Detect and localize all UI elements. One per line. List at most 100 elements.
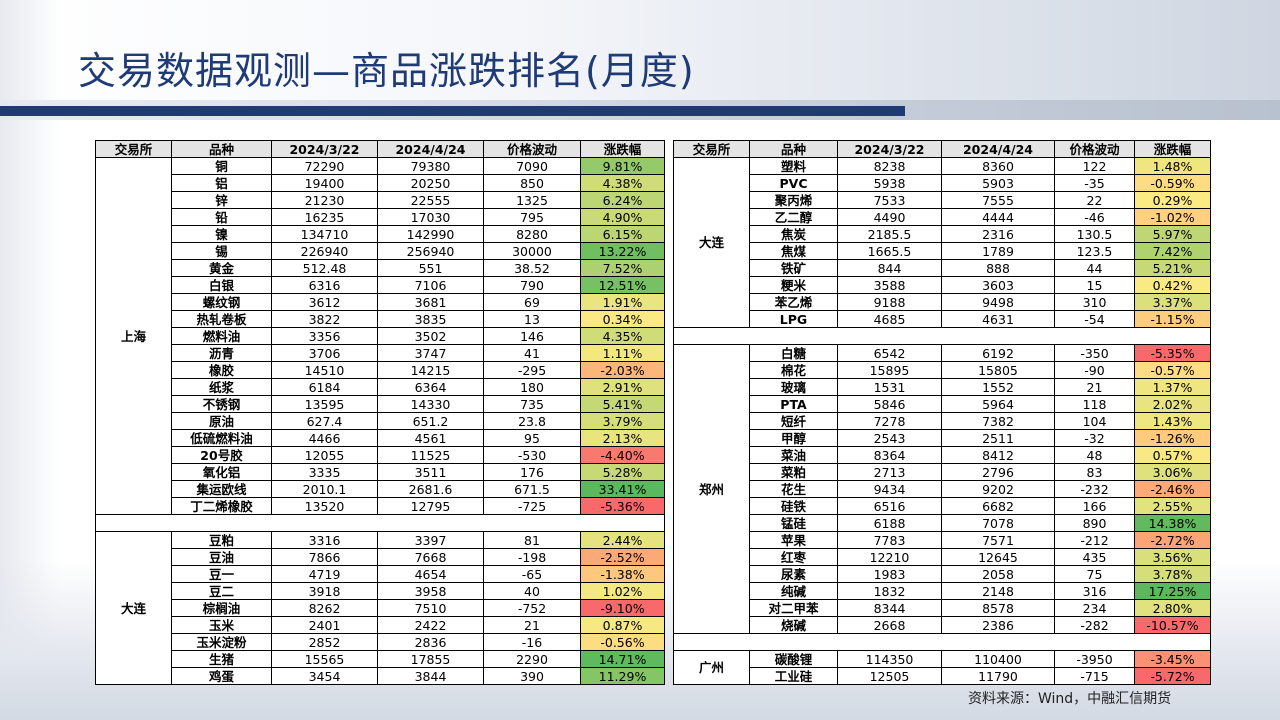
price-start-cell: 9434 [837,480,942,498]
price-end-cell: 3835 [377,310,484,328]
variety-cell: 苯乙烯 [749,293,838,311]
price-change-cell: 735 [483,395,581,413]
variety-cell: 工业硅 [749,667,838,685]
page-title: 交易数据观测—商品涨跌排名(月度) [78,49,695,93]
pct-change-cell: -5.36% [580,497,665,515]
variety-cell: 橡胶 [171,361,272,379]
table-row: 氧化铝 3335 3511 176 5.28% [96,463,665,481]
table-row: 集运欧线 2010.1 2681.6 671.5 33.41% [96,480,665,498]
pct-change-cell: 0.57% [1134,446,1211,464]
price-change-cell: 176 [483,463,581,481]
pct-change-cell: 5.21% [1134,259,1211,277]
table-row: 菜油 8364 8412 48 0.57% [674,446,1211,464]
variety-cell: 豆粕 [171,531,272,549]
pct-change-cell: 14.38% [1134,514,1211,532]
price-change-cell: 83 [1054,463,1135,481]
price-start-cell: 3822 [271,310,378,328]
title-underline-bar [0,106,905,116]
price-start-cell: 15895 [837,361,942,379]
pct-change-cell: -2.46% [1134,480,1211,498]
price-change-cell: 671.5 [483,480,581,498]
pct-change-cell: -0.59% [1134,174,1211,192]
price-end-cell: 1552 [941,378,1055,396]
table-row: 上海铜 72290 79380 7090 9.81% [95,157,665,515]
table-row: 对二甲苯 8344 8578 234 2.80% [674,599,1211,617]
pct-change-cell: -5.72% [1134,667,1211,685]
price-change-cell: 7090 [483,157,581,175]
price-start-cell: 1531 [837,378,942,396]
group-spacer-row [673,327,1211,345]
pct-change-cell: 0.34% [580,310,665,328]
pct-change-cell: 13.22% [580,242,665,260]
variety-cell: PVC [749,174,838,192]
price-end-cell: 3502 [377,327,484,345]
price-start-cell: 16235 [271,208,378,226]
variety-cell: 原油 [171,412,272,430]
pct-change-cell: 1.91% [580,293,665,311]
price-end-cell: 4631 [941,310,1055,328]
table-row: 豆二 3918 3958 40 1.02% [96,582,665,600]
price-end-cell: 110400 [941,650,1055,668]
table-row: 不锈钢 13595 14330 735 5.41% [96,395,665,413]
header-price-change: 价格波动 [483,140,581,158]
table-row: 大连 豆粕 3316 3397 81 2.44% [95,531,665,685]
price-start-cell: 2010.1 [271,480,378,498]
variety-cell: 粳米 [749,276,838,294]
price-change-cell: 795 [483,208,581,226]
price-change-cell: 2290 [483,650,581,668]
pct-change-cell: -1.02% [1134,208,1211,226]
price-end-cell: 3511 [377,463,484,481]
variety-cell: 燃料油 [171,327,272,345]
price-end-cell: 2681.6 [377,480,484,498]
price-start-cell: 2543 [837,429,942,447]
variety-cell: 丁二烯橡胶 [171,497,272,515]
price-end-cell: 17030 [377,208,484,226]
variety-cell: 鸡蛋 [171,667,272,685]
price-end-cell: 651.2 [377,412,484,430]
table-row: PVC 5938 5903 -35 -0.59% [674,174,1211,192]
price-end-cell: 7510 [377,599,484,617]
price-change-cell: 890 [1054,514,1135,532]
table-row: 豆一 4719 4654 -65 -1.38% [96,565,665,583]
pct-change-cell: 3.37% [1134,293,1211,311]
variety-cell: 塑料 [749,157,838,175]
variety-cell: 焦炭 [749,225,838,243]
price-change-cell: 44 [1054,259,1135,277]
table-row: 鸡蛋 3454 3844 390 11.29% [96,667,665,685]
price-end-cell: 11525 [377,446,484,464]
price-change-cell: 41 [483,344,581,362]
table-row: PTA 5846 5964 118 2.02% [674,395,1211,413]
price-end-cell: 2836 [377,633,484,651]
table-row: 棉花 15895 15805 -90 -0.57% [674,361,1211,379]
price-change-cell: 790 [483,276,581,294]
pct-change-cell: 0.87% [580,616,665,634]
variety-cell: 豆二 [171,582,272,600]
variety-cell: 铁矿 [749,259,838,277]
price-change-cell: -350 [1054,344,1135,362]
price-start-cell: 1665.5 [837,242,942,260]
price-start-cell: 7866 [271,548,378,566]
table-header-row: 交易所 品种 2024/3/22 2024/4/24 价格波动 涨跌幅 [673,140,1211,158]
price-end-cell: 79380 [377,157,484,175]
table-row: 棕榈油 8262 7510 -752 -9.10% [96,599,665,617]
pct-change-cell: 6.24% [580,191,665,209]
price-start-cell: 72290 [271,157,378,175]
table-row: 玉米 2401 2422 21 0.87% [96,616,665,634]
price-start-cell: 6542 [837,344,942,362]
price-start-cell: 3454 [271,667,378,685]
price-start-cell: 3706 [271,344,378,362]
table-row: 玉米淀粉 2852 2836 -16 -0.56% [96,633,665,651]
price-end-cell: 2422 [377,616,484,634]
price-change-cell: 21 [1054,378,1135,396]
pct-change-cell: 3.06% [1134,463,1211,481]
price-end-cell: 2148 [941,582,1055,600]
header-date-start: 2024/3/22 [271,140,378,158]
price-start-cell: 13520 [271,497,378,515]
price-start-cell: 114350 [837,650,942,668]
price-change-cell: 850 [483,174,581,192]
price-change-cell: 123.5 [1054,242,1135,260]
price-change-cell: -198 [483,548,581,566]
exchange-cell: 大连 [673,157,750,328]
price-end-cell: 142990 [377,225,484,243]
pct-change-cell: -5.35% [1134,344,1211,362]
